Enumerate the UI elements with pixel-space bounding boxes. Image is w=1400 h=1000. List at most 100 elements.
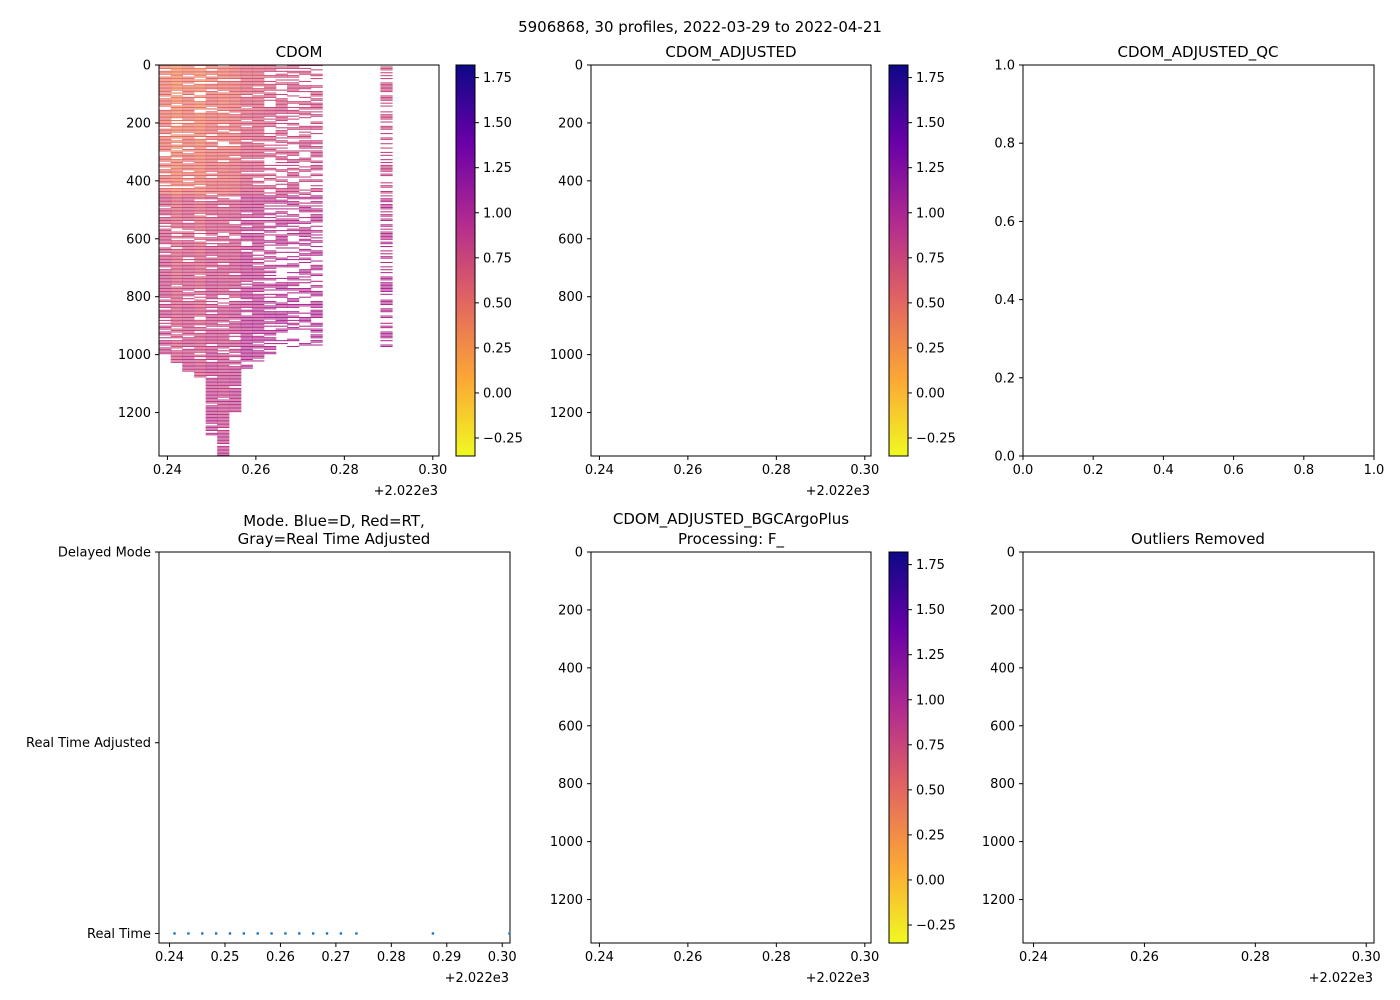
heatmap-cell [252,134,265,136]
heatmap-cell [194,286,207,288]
heatmap-cell [205,367,218,369]
heatmap-cell [159,332,172,334]
heatmap-cell [310,102,323,104]
heatmap-cell [205,83,218,85]
heatmap-cell [264,270,277,272]
heatmap-cell [205,319,218,321]
x-tick-label: 1.0 [1364,463,1385,478]
heatmap-cell [159,272,172,274]
x-tick-label: 0.24 [585,463,614,478]
heatmap-cell [275,305,288,307]
y-tick-label: 0 [575,546,583,561]
heatmap-cell [299,276,312,278]
heatmap-cell [264,148,277,151]
heatmap-cell [170,299,183,301]
heatmap-cell [194,350,207,352]
heatmap-cell [159,347,172,349]
heatmap-cell [252,96,265,98]
heatmap-cell [240,358,253,361]
heatmap-cell [217,66,230,68]
heatmap-cell [194,162,207,164]
heatmap-cell [217,206,230,208]
heatmap-cell [205,309,218,311]
heatmap-cell [205,277,218,279]
heatmap-cell [380,143,393,145]
heatmap-cell [240,70,253,72]
heatmap-cell [380,78,393,80]
heatmap-cell [159,276,172,278]
heatmap-cell [217,453,230,455]
heatmap-cell [299,228,312,230]
heatmap-cell [217,96,230,98]
heatmap-cell [380,98,393,100]
heatmap-cell [170,290,183,292]
heatmap-cell [217,298,230,300]
heatmap-cell [205,263,218,265]
heatmap-cell [252,82,265,84]
heatmap-cell [170,179,183,181]
heatmap-cell [299,192,312,194]
heatmap-cell [229,80,242,82]
heatmap-cell [217,425,230,427]
heatmap-cell [240,222,253,224]
heatmap-cell [229,176,242,178]
heatmap-cell [240,111,253,113]
heatmap-cell [264,325,277,327]
heatmap-cell [264,305,277,307]
heatmap-cell [380,91,393,93]
heatmap-cell [205,257,218,259]
heatmap-cell [205,246,218,248]
heatmap-cell [380,332,393,334]
heatmap-cell [170,69,183,71]
heatmap-cell [299,318,312,320]
heatmap-cell [217,370,230,372]
heatmap-cell [264,264,277,266]
heatmap-cell [194,88,207,90]
heatmap-cell [240,211,253,213]
heatmap-cell [194,340,207,342]
heatmap-cell [229,179,242,181]
heatmap-cell [182,363,195,365]
heatmap-cell [240,240,253,242]
heatmap-cell [194,180,207,182]
heatmap-cell [299,179,312,181]
heatmap-cell [380,195,393,197]
heatmap-cell [240,283,253,285]
x-tick-label: 0.24 [1019,950,1048,965]
heatmap-cell [194,266,207,268]
heatmap-cell [299,221,312,223]
heatmap-cell [217,383,230,385]
heatmap-cell [275,192,288,194]
heatmap-cell [264,167,277,169]
heatmap-cell [252,157,265,159]
heatmap-cell [380,133,393,135]
heatmap-cell [205,217,218,219]
heatmap-cell [380,261,393,263]
heatmap-cell [240,289,253,291]
heatmap-cell [170,156,183,158]
heatmap-cell [205,250,218,252]
heatmap-cell [194,104,207,106]
heatmap-cell [182,93,195,96]
heatmap-cell [170,151,183,153]
heatmap-cell [159,89,172,91]
heatmap-cell [205,264,218,266]
heatmap-cell [240,109,253,111]
heatmap-cell [287,185,300,187]
heatmap-cell [205,206,218,208]
heatmap-cell [287,345,300,347]
heatmap-cell [380,86,393,88]
heatmap-cell [310,147,323,149]
heatmap-cell [205,162,218,164]
heatmap-cell [275,215,288,217]
heatmap-cell [287,214,300,216]
heatmap-cell [217,395,230,397]
heatmap-cell [252,247,265,249]
heatmap-cell [205,269,218,271]
heatmap-cell [205,351,218,353]
heatmap-cell [310,98,323,100]
heatmap-cell [182,356,195,358]
heatmap-cell [205,189,218,191]
heatmap-cell [170,222,183,224]
heatmap-cell [240,96,253,98]
